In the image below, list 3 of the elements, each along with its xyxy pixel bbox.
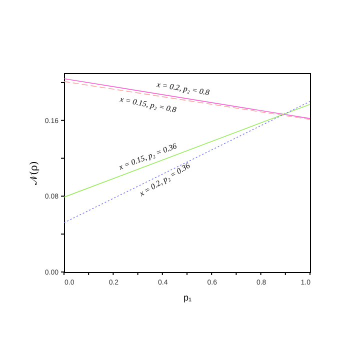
x-axis-title: p₁ — [183, 292, 192, 302]
y-axis-title: 𝒩(ρ) — [28, 161, 40, 185]
annotation: x = 0.15, p₂ = 0.36 — [116, 141, 178, 172]
